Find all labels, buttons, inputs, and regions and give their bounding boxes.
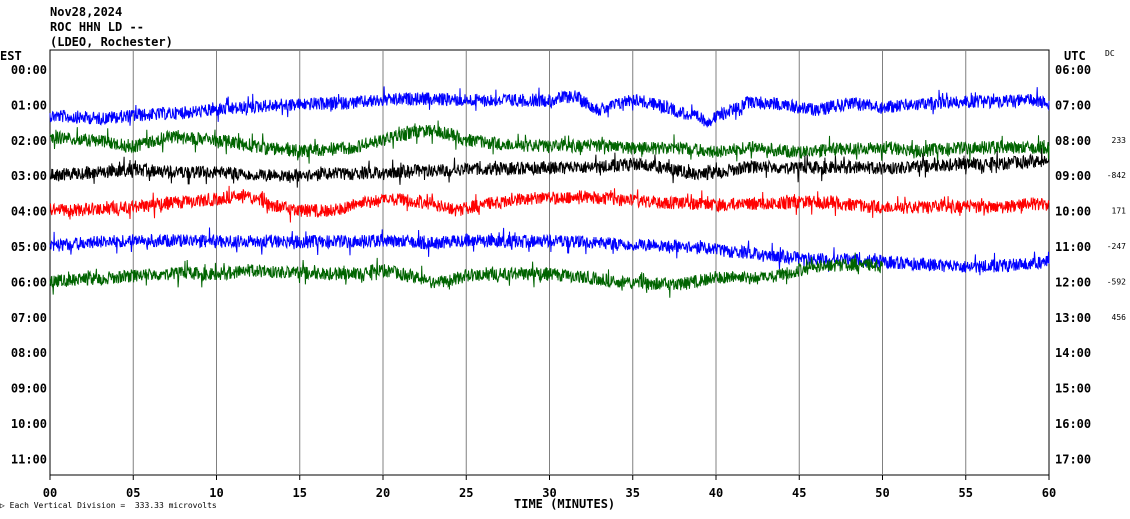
x-tick-label: 25 bbox=[459, 486, 473, 500]
scale-note: ▷ Each Vertical Division = 333.33 microv… bbox=[0, 501, 217, 510]
trace-row-1 bbox=[49, 86, 1050, 128]
x-tick-label: 20 bbox=[376, 486, 390, 500]
trace-row-5 bbox=[49, 227, 1050, 276]
traces bbox=[49, 86, 1050, 298]
utc-row-label: 12:00 bbox=[1055, 275, 1091, 289]
est-row-label: 04:00 bbox=[11, 205, 47, 219]
x-tick-label: 00 bbox=[43, 486, 57, 500]
scale-note-text: Each Vertical Division = 333.33 microvol… bbox=[9, 501, 217, 510]
est-row-label: 11:00 bbox=[11, 452, 47, 466]
station-network: (LDEO, Rochester) bbox=[50, 35, 173, 49]
utc-row-label: 07:00 bbox=[1055, 98, 1091, 112]
est-row-label: 03:00 bbox=[11, 169, 47, 183]
trace-row-2 bbox=[49, 120, 1050, 164]
dc-offset-label: 456 bbox=[1112, 313, 1127, 322]
est-row-label: 06:00 bbox=[11, 275, 47, 289]
x-tick-label: 50 bbox=[875, 486, 889, 500]
utc-row-label: 10:00 bbox=[1055, 205, 1091, 219]
dc-offset-label: -842 bbox=[1107, 171, 1126, 180]
est-row-label: 02:00 bbox=[11, 134, 47, 148]
x-tick-label: 60 bbox=[1042, 486, 1056, 500]
dc-offset-label: 233 bbox=[1112, 136, 1127, 145]
dc-offset-label: -247 bbox=[1107, 242, 1126, 251]
est-row-label: 08:00 bbox=[11, 346, 47, 360]
utc-row-label: 09:00 bbox=[1055, 169, 1091, 183]
station-channel: ROC HHN LD -- bbox=[50, 20, 144, 34]
x-tick-label: 05 bbox=[126, 486, 140, 500]
est-row-label: 09:00 bbox=[11, 382, 47, 396]
utc-row-label: 16:00 bbox=[1055, 417, 1091, 431]
utc-row-label: 06:00 bbox=[1055, 63, 1091, 77]
est-row-label: 07:00 bbox=[11, 311, 47, 325]
est-row-label: 01:00 bbox=[11, 98, 47, 112]
x-tick-label: 30 bbox=[542, 486, 556, 500]
left-axis-title: EST bbox=[0, 49, 22, 63]
utc-row-label: 17:00 bbox=[1055, 452, 1091, 466]
scale-note-mark: ▷ bbox=[0, 501, 10, 510]
trace-row-4 bbox=[49, 185, 1050, 223]
dc-offset-label: -592 bbox=[1107, 277, 1126, 286]
x-tick-label: 10 bbox=[209, 486, 223, 500]
axis-labels: 00 05 10 15 20 25 30 35 40 45 50 55 60 00:00 06:00 01:0… bbox=[11, 63, 1126, 500]
x-tick-label: 15 bbox=[293, 486, 307, 500]
trace-row-6 bbox=[49, 252, 883, 298]
utc-row-label: 11:00 bbox=[1055, 240, 1091, 254]
est-row-label: 10:00 bbox=[11, 417, 47, 431]
utc-row-label: 14:00 bbox=[1055, 346, 1091, 360]
right-axis-title: UTC bbox=[1064, 49, 1086, 63]
trace-row-3 bbox=[49, 148, 1050, 188]
vertical-gridlines bbox=[132, 50, 967, 475]
x-tick-label: 40 bbox=[709, 486, 723, 500]
est-row-label: 05:00 bbox=[11, 240, 47, 254]
est-row-label: 00:00 bbox=[11, 63, 47, 77]
axis-ticks bbox=[49, 475, 1050, 480]
x-axis-title: TIME (MINUTES) bbox=[514, 497, 616, 511]
x-tick-label: 55 bbox=[959, 486, 973, 500]
utc-row-label: 08:00 bbox=[1055, 134, 1091, 148]
utc-row-label: 15:00 bbox=[1055, 382, 1091, 396]
chart-date: Nov28,2024 bbox=[50, 5, 123, 19]
dc-column-title: DC bbox=[1105, 49, 1115, 58]
x-tick-label: 45 bbox=[792, 486, 806, 500]
x-tick-label: 35 bbox=[626, 486, 640, 500]
dc-offset-label: 171 bbox=[1112, 207, 1127, 216]
utc-row-label: 13:00 bbox=[1055, 311, 1091, 325]
